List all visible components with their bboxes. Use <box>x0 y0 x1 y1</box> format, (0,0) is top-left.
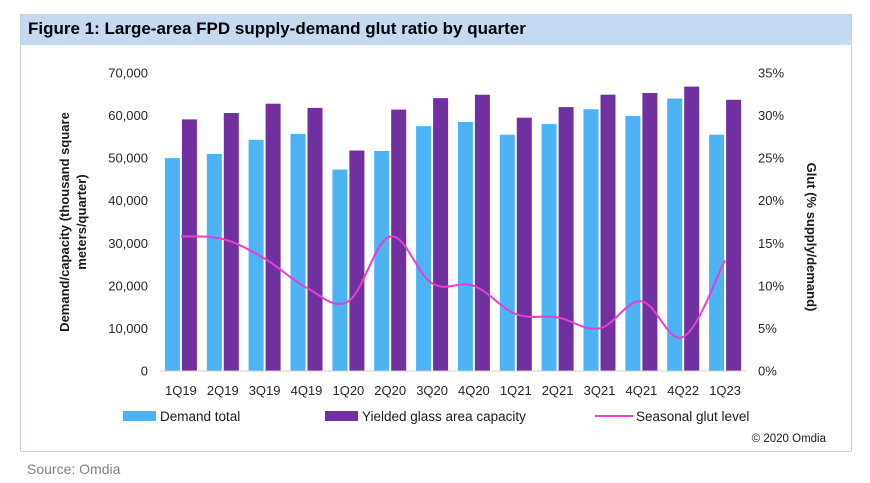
bar-demand-4Q21 <box>625 116 641 371</box>
bar-capacity-1Q20 <box>349 150 365 371</box>
bar-demand-2Q21 <box>541 124 557 371</box>
bar-demand-1Q21 <box>499 134 515 371</box>
y2-tick-label: 35% <box>758 66 784 81</box>
bar-demand-1Q19 <box>164 158 180 371</box>
bar-capacity-3Q21 <box>600 94 616 371</box>
bar-demand-1Q20 <box>332 169 348 371</box>
source-note: Source: Omdia <box>27 461 121 477</box>
bar-capacity-4Q19 <box>307 107 323 372</box>
x-tick-label: 4Q20 <box>458 383 490 398</box>
x-tick-label: 4Q19 <box>291 383 323 398</box>
y-tick-label: 60,000 <box>108 108 148 123</box>
y-tick-label: 30,000 <box>108 236 148 251</box>
bar-demand-4Q20 <box>457 122 473 371</box>
bar-demand-4Q22 <box>667 98 683 371</box>
copyright-credit: © 2020 Omdia <box>752 433 827 445</box>
figure-title: Figure 1: Large-area FPD supply-demand g… <box>21 15 851 45</box>
x-tick-label: 3Q19 <box>249 383 281 398</box>
bar-capacity-3Q19 <box>265 103 281 371</box>
bar-capacity-3Q20 <box>433 98 449 371</box>
bar-capacity-4Q21 <box>642 93 658 371</box>
y-tick-label: 40,000 <box>108 193 148 208</box>
bar-demand-2Q19 <box>206 153 222 371</box>
legend-swatch-capacity <box>325 411 358 421</box>
bar-demand-2Q20 <box>374 150 390 371</box>
y-axis-title: meters/quarter) <box>74 174 89 269</box>
legend-label-capacity: Yielded glass area capacity <box>362 409 526 424</box>
bar-demand-4Q19 <box>290 133 306 371</box>
x-tick-label: 3Q21 <box>584 383 616 398</box>
x-tick-label: 1Q21 <box>500 383 532 398</box>
y-tick-label: 0 <box>141 364 148 379</box>
x-tick-label: 2Q19 <box>207 383 239 398</box>
y2-axis-title: Glut (% supply/demand) <box>804 163 819 312</box>
bar-capacity-1Q23 <box>726 99 742 372</box>
legend-swatch-demand <box>123 411 156 421</box>
y-tick-label: 10,000 <box>108 321 148 336</box>
bar-demand-3Q21 <box>583 109 599 371</box>
bar-capacity-1Q21 <box>516 117 532 371</box>
bar-capacity-2Q21 <box>558 107 574 371</box>
y2-tick-label: 10% <box>758 278 784 293</box>
bar-capacity-4Q20 <box>474 94 490 371</box>
bar-capacity-1Q19 <box>181 119 197 372</box>
x-tick-label: 1Q23 <box>709 383 741 398</box>
bar-demand-3Q19 <box>248 139 264 371</box>
y-axis-title: Demand/capacity (thousand square <box>57 112 72 332</box>
x-tick-label: 3Q20 <box>416 383 448 398</box>
x-tick-label: 1Q19 <box>165 383 197 398</box>
y-tick-label: 50,000 <box>108 151 148 166</box>
y2-tick-label: 25% <box>758 151 784 166</box>
y2-tick-label: 15% <box>758 236 784 251</box>
x-tick-label: 4Q21 <box>625 383 657 398</box>
y2-tick-label: 0% <box>758 364 777 379</box>
x-tick-label: 2Q21 <box>542 383 574 398</box>
bar-capacity-4Q22 <box>684 86 700 371</box>
legend-label-demand: Demand total <box>160 409 240 424</box>
y2-tick-label: 5% <box>758 321 777 336</box>
bar-demand-1Q23 <box>709 134 725 371</box>
y2-tick-label: 20% <box>758 193 784 208</box>
x-tick-label: 4Q22 <box>667 383 699 398</box>
x-tick-label: 1Q20 <box>332 383 364 398</box>
y-tick-label: 70,000 <box>108 66 148 81</box>
x-tick-label: 2Q20 <box>374 383 406 398</box>
legend-label-glut: Seasonal glut level <box>636 409 749 424</box>
series-line-seasonal-glut <box>180 235 726 339</box>
bar-demand-3Q20 <box>416 126 432 371</box>
y-tick-label: 20,000 <box>108 278 148 293</box>
y2-tick-label: 30% <box>758 108 784 123</box>
